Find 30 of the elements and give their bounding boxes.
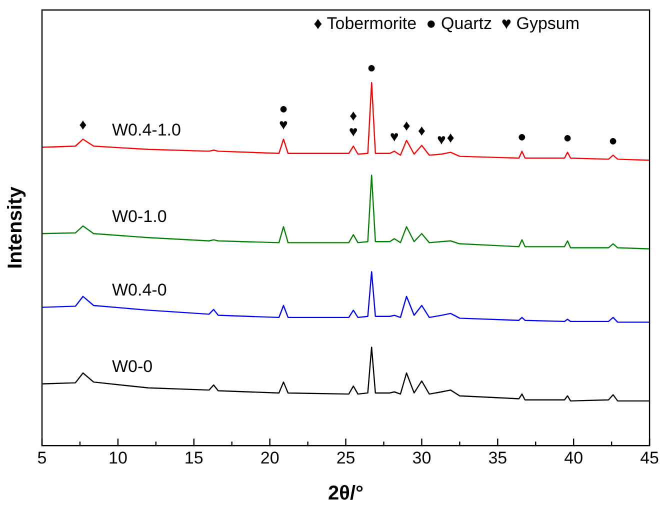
annotation: ♥ [437,131,446,148]
x-tick-label: 35 [488,448,508,468]
series-label: W0.4-0 [112,280,167,300]
x-tick-label: 30 [412,448,432,468]
annotation: ♥ [279,116,288,134]
annotation: ● [562,129,572,146]
x-tick-label: 40 [564,448,584,468]
annotation: ♦ [350,107,358,124]
x-tick-label: 15 [184,448,204,468]
annotation: ● [367,60,376,77]
annotation: ♦ [402,117,411,134]
x-tick-label: 45 [640,448,660,468]
annotation: ● [608,132,618,150]
x-tick-label: 20 [260,448,280,468]
x-tick-label: 10 [108,448,128,468]
x-tick-label: 25 [336,448,356,468]
annotation: ♥ [390,128,399,146]
annotation: ● [278,100,288,118]
x-axis-title: 2θ/° [328,482,364,505]
annotation: ♥ [348,123,358,140]
x-tick-label: 5 [37,448,47,468]
text: ♦ Tobermorite ● Quartz ♥ Gypsum [314,14,580,34]
annotation: ♦ [446,129,455,146]
annotation: ♦ [418,122,426,140]
annotation: ♦ [79,116,88,134]
y-axis-title: Intensity [4,186,27,269]
annotation: ● [517,128,526,146]
series-label: W0-0 [112,357,153,376]
series-label: W0-1.0 [112,206,167,226]
series-label: W0.4-1.0 [112,120,181,140]
